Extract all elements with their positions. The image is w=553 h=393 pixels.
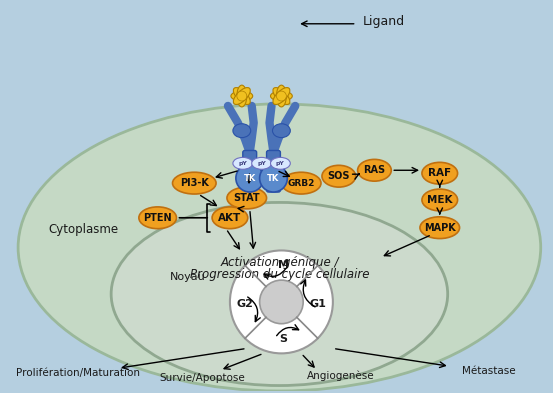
Text: RAS: RAS <box>363 165 385 175</box>
FancyBboxPatch shape <box>267 151 280 192</box>
Ellipse shape <box>422 189 457 211</box>
Ellipse shape <box>18 104 541 391</box>
Circle shape <box>230 250 333 353</box>
Text: S: S <box>279 334 288 343</box>
Ellipse shape <box>173 172 216 194</box>
Text: Ligand: Ligand <box>363 15 405 28</box>
Text: Activation génique /: Activation génique / <box>220 256 338 269</box>
Text: Progression du cycle cellulaire: Progression du cycle cellulaire <box>190 268 369 281</box>
Ellipse shape <box>233 124 251 138</box>
Text: AKT: AKT <box>218 213 242 223</box>
Ellipse shape <box>281 172 321 194</box>
Text: pY: pY <box>276 161 285 166</box>
Ellipse shape <box>270 91 293 101</box>
Text: TK: TK <box>244 174 256 183</box>
Ellipse shape <box>322 165 356 187</box>
Text: RAF: RAF <box>428 168 451 178</box>
Circle shape <box>259 280 303 324</box>
Circle shape <box>259 164 288 192</box>
Ellipse shape <box>420 217 460 239</box>
Ellipse shape <box>273 88 290 105</box>
Text: M: M <box>278 260 289 270</box>
Text: Angiogenèse: Angiogenèse <box>307 371 374 381</box>
Text: SOS: SOS <box>327 171 350 181</box>
Text: Noyau: Noyau <box>169 272 205 282</box>
Text: G1: G1 <box>310 299 326 309</box>
Text: PI3-K: PI3-K <box>180 178 208 188</box>
Ellipse shape <box>233 88 251 105</box>
Ellipse shape <box>273 88 290 105</box>
Ellipse shape <box>227 187 267 209</box>
Ellipse shape <box>212 207 248 229</box>
Text: Métastase: Métastase <box>462 366 516 376</box>
Ellipse shape <box>422 162 457 184</box>
Text: pY: pY <box>238 161 247 166</box>
Ellipse shape <box>252 158 272 169</box>
Text: STAT: STAT <box>233 193 260 203</box>
Text: Survie/Apoptose: Survie/Apoptose <box>159 373 245 383</box>
Text: Prolifération/Maturation: Prolifération/Maturation <box>17 368 140 378</box>
Ellipse shape <box>276 85 286 107</box>
Text: GRB2: GRB2 <box>288 179 315 187</box>
Ellipse shape <box>358 160 392 181</box>
Text: MEK: MEK <box>427 195 452 205</box>
Text: pY: pY <box>257 161 266 166</box>
Ellipse shape <box>233 158 253 169</box>
Text: Cytoplasme: Cytoplasme <box>48 223 118 236</box>
Text: TK: TK <box>267 174 280 183</box>
Ellipse shape <box>231 91 253 101</box>
Ellipse shape <box>233 88 251 105</box>
Ellipse shape <box>139 207 176 229</box>
Circle shape <box>276 91 286 101</box>
Text: G2: G2 <box>236 299 253 309</box>
Text: MAPK: MAPK <box>424 223 456 233</box>
Ellipse shape <box>111 202 448 386</box>
FancyBboxPatch shape <box>243 151 257 192</box>
Text: PTEN: PTEN <box>143 213 172 223</box>
Ellipse shape <box>270 158 290 169</box>
Ellipse shape <box>237 85 247 107</box>
Ellipse shape <box>273 124 290 138</box>
Circle shape <box>237 91 247 101</box>
Circle shape <box>236 164 264 192</box>
